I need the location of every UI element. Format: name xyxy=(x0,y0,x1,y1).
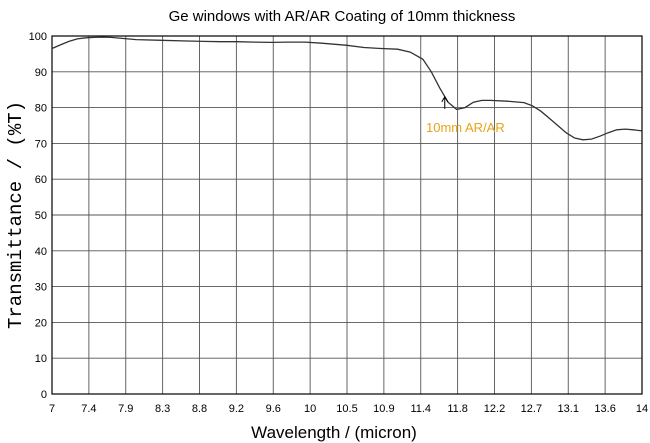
x-tick-label: 7 xyxy=(49,403,55,415)
x-tick-labels: 7 7.4 7.9 8.3 8.8 9.2 9.6 10 10.5 10.9 11.4 11.8 12.… xyxy=(49,403,648,415)
y-tick-label: 70 xyxy=(35,138,47,150)
y-tick-label: 80 xyxy=(35,103,47,115)
chart-title: Ge windows with AR/AR Coating of 10mm th… xyxy=(169,8,516,25)
y-tick-label: 30 xyxy=(35,282,47,294)
x-tick-label: 12.7 xyxy=(521,403,542,415)
x-tick-label: 10.5 xyxy=(336,403,357,415)
x-tick-label: 8.3 xyxy=(155,403,170,415)
x-tick-label: 9.6 xyxy=(266,403,281,415)
y-tick-label: 20 xyxy=(35,317,47,329)
x-tick-label: 11.4 xyxy=(410,403,431,415)
y-axis-label: Transmittance / (%T) xyxy=(5,101,27,329)
annotation: 10mm AR/AR xyxy=(426,95,505,135)
y-tick-label: 0 xyxy=(41,389,47,401)
x-tick-label: 11.8 xyxy=(447,403,468,415)
y-tick-label: 50 xyxy=(35,210,47,222)
x-tick-label: 13.1 xyxy=(558,403,579,415)
y-tick-labels: 0 10 20 30 40 50 60 70 80 90 100 xyxy=(29,31,47,401)
annotation-label: 10mm AR/AR xyxy=(426,120,505,135)
y-tick-label: 100 xyxy=(29,31,47,43)
y-tick-label: 40 xyxy=(35,246,47,258)
x-tick-label: 13.6 xyxy=(594,403,615,415)
x-tick-label: 10 xyxy=(304,403,316,415)
x-tick-label: 7.9 xyxy=(118,403,133,415)
plot-area-frame xyxy=(51,35,643,395)
grid xyxy=(52,36,642,394)
series-line-transmittance xyxy=(51,36,643,141)
y-tick-label: 10 xyxy=(35,353,47,365)
x-tick-label: 9.2 xyxy=(229,403,244,415)
x-tick-label: 14 xyxy=(636,403,648,415)
x-axis-label: Wavelength / (micron) xyxy=(251,423,417,442)
annotation-arrow-icon xyxy=(441,95,449,109)
x-tick-label: 8.8 xyxy=(192,403,207,415)
y-tick-label: 90 xyxy=(35,67,47,79)
y-tick-label: 60 xyxy=(35,174,47,186)
x-tick-label: 7.4 xyxy=(81,403,96,415)
x-tick-label: 10.9 xyxy=(373,403,394,415)
x-tick-label: 12.2 xyxy=(484,403,505,415)
